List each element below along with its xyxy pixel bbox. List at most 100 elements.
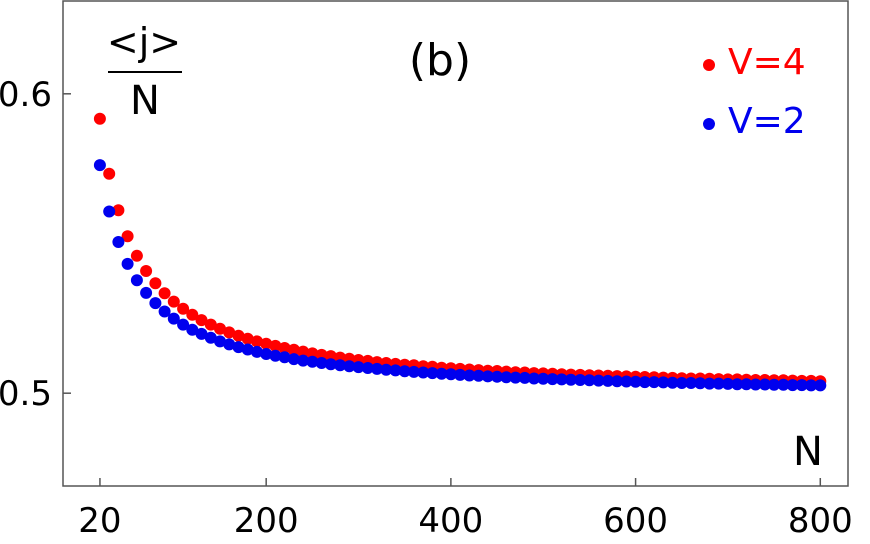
data-point: [278, 351, 291, 364]
panel-label: (b): [409, 35, 471, 86]
data-point: [214, 335, 226, 348]
data-point: [140, 286, 153, 299]
data-point: [703, 377, 716, 390]
legend-label-v4: V=4: [728, 42, 806, 83]
data-point: [592, 374, 605, 387]
data-point: [177, 318, 190, 331]
data-point: [306, 355, 319, 368]
data-point: [241, 343, 254, 356]
data-point: [260, 348, 273, 360]
data-point: [564, 373, 577, 386]
data-point: [149, 277, 162, 290]
x-tick-label: 400: [418, 501, 483, 541]
data-point: [121, 230, 134, 243]
data-point: [343, 360, 356, 373]
data-point: [223, 326, 236, 339]
data-point: [712, 377, 725, 390]
data-point: [112, 236, 125, 248]
data-point: [786, 379, 799, 392]
data-point: [140, 265, 153, 277]
data-point: [657, 376, 670, 389]
data-point: [749, 378, 762, 391]
x-tick-label: 600: [603, 501, 668, 541]
data-point: [417, 366, 430, 379]
data-point: [435, 367, 448, 380]
data-point: [149, 297, 162, 310]
data-point: [777, 378, 790, 391]
data-point: [389, 364, 402, 377]
data-point: [629, 375, 642, 388]
data-point: [583, 374, 596, 387]
data-point: [638, 376, 651, 389]
axis-ticks: [63, 93, 822, 486]
data-point: [186, 308, 199, 321]
data-point: [158, 287, 171, 300]
data-point: [509, 371, 522, 384]
data-point: [721, 377, 734, 390]
data-point: [269, 339, 282, 352]
data-point: [472, 369, 485, 382]
x-tick-label: 200: [234, 501, 299, 541]
data-point: [620, 375, 633, 388]
data-point: [112, 204, 125, 217]
data-point: [297, 354, 310, 367]
data-point: [481, 370, 494, 383]
data-point: [130, 249, 143, 262]
data-point: [278, 342, 291, 354]
data-point: [361, 362, 374, 374]
data-point: [269, 349, 282, 362]
data-point: [241, 332, 254, 345]
data-point: [352, 361, 365, 374]
data-point: [204, 318, 217, 331]
data-point: [287, 353, 300, 366]
data-point: [260, 337, 273, 350]
data-point: [167, 312, 180, 325]
data-point: [528, 372, 540, 385]
data-point: [103, 205, 116, 218]
data-point: [315, 357, 328, 369]
data-point: [444, 368, 457, 381]
data-point: [167, 295, 180, 308]
data-point: [500, 371, 513, 384]
data-point: [426, 367, 439, 380]
data-point: [694, 377, 707, 390]
data-point: [232, 341, 245, 354]
data-point: [518, 371, 531, 384]
data-point: [195, 327, 208, 340]
x-tick-label: 800: [788, 501, 853, 541]
legend: V=4 V=2: [703, 42, 806, 142]
data-point: [758, 378, 771, 391]
axis-tick-labels: 20 200 400 600 800 0.5 0.6: [0, 75, 853, 541]
y-tick-label: 0.6: [0, 75, 52, 115]
plot-frame: [62, 0, 849, 487]
legend-label-v2: V=2: [728, 101, 806, 142]
data-point: [675, 377, 688, 389]
data-point: [805, 379, 818, 392]
data-point: [398, 365, 411, 378]
data-point: [297, 345, 310, 358]
data-point: [306, 347, 319, 360]
data-point: [103, 167, 116, 180]
data-point: [214, 322, 226, 335]
ylabel-denominator: N: [130, 78, 160, 124]
data-point: [601, 374, 614, 387]
data-point: [731, 378, 744, 391]
data-point: [130, 274, 143, 287]
data-point: [463, 369, 476, 382]
data-point: [685, 377, 697, 389]
data-point: [546, 373, 559, 386]
data-point: [232, 329, 245, 342]
data-point: [574, 374, 587, 386]
data-point: [223, 338, 236, 351]
data-point: [740, 378, 753, 391]
data-point: [407, 365, 420, 378]
data-point: [93, 159, 106, 172]
legend-marker-v4: [703, 59, 715, 71]
data-point: [186, 323, 199, 336]
data-point: [334, 359, 347, 372]
data-point: [204, 331, 217, 344]
legend-marker-v2: [703, 118, 715, 130]
data-point: [250, 345, 263, 358]
ylabel-numerator: <j>: [107, 20, 181, 64]
